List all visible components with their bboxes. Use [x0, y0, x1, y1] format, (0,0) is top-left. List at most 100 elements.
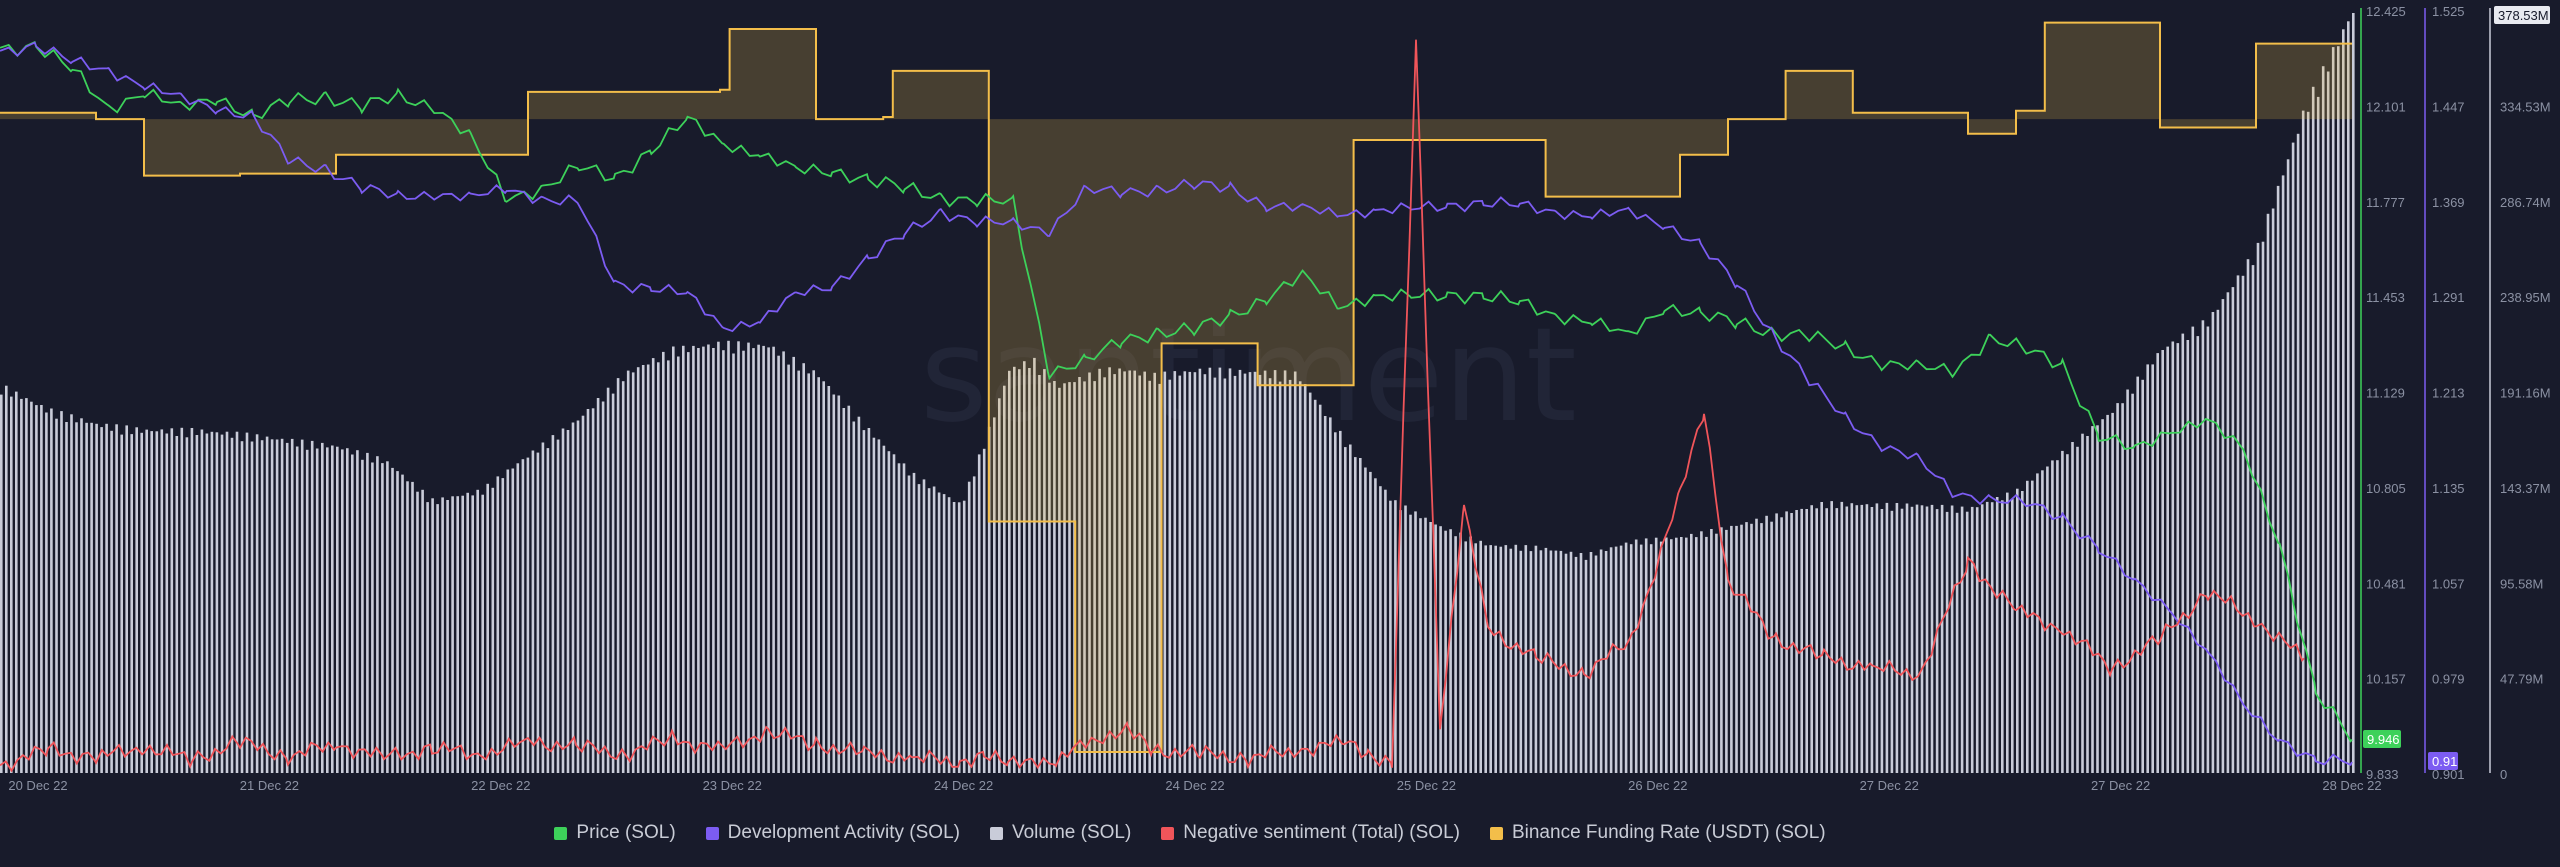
volume-bar [1880, 509, 1884, 773]
volume-bar [782, 351, 785, 773]
legend-item-volume[interactable]: Volume (SOL) [989, 822, 1131, 844]
volume-bar [1138, 375, 1141, 773]
volume-bar [2206, 326, 2210, 773]
legend-label-dev: Development Activity (SOL) [727, 822, 960, 843]
volume-bar [1840, 501, 1844, 773]
volume-bar [777, 355, 780, 773]
volume-bar [1459, 532, 1462, 773]
volume-bar [2337, 46, 2340, 773]
volume-bar [441, 497, 444, 773]
volume-bar [0, 394, 3, 773]
volume-bar [401, 474, 404, 773]
volume-bar [1775, 513, 1778, 773]
volume-bar [2116, 403, 2119, 773]
volume-bar [1619, 545, 1623, 773]
volume-bar [937, 492, 941, 773]
volume-bar [1569, 551, 1573, 773]
volume-bar [692, 345, 695, 773]
volume-bar [1098, 368, 1101, 773]
volume-bar [1554, 550, 1558, 773]
volume-bar [1208, 367, 1212, 773]
volume-bar [1494, 545, 1497, 773]
volume-bar [576, 420, 580, 773]
legend-item-neg[interactable]: Negative sentiment (Total) (SOL) [1161, 822, 1460, 844]
volume-bar [812, 370, 815, 773]
volume-bar [2161, 350, 2164, 773]
volume-bar [2036, 473, 2039, 773]
volume-bar [1860, 504, 1864, 773]
volume-bar [1128, 370, 1131, 773]
volume-bar [977, 454, 981, 773]
volume-bar [1855, 505, 1859, 773]
volume-bar [431, 498, 434, 773]
volume-bar [1148, 380, 1151, 773]
volume-bar [115, 424, 118, 773]
volume-bar [1990, 502, 1994, 773]
volume-axis-tick: 191.16M [2500, 386, 2551, 401]
x-axis-tick: 28 Dec 22 [2322, 778, 2381, 793]
x-axis-tick: 20 Dec 22 [8, 778, 67, 793]
volume-bar [2181, 333, 2185, 773]
volume-bar [1499, 546, 1503, 773]
volume-bar [406, 481, 409, 773]
volume-bar [2026, 480, 2029, 773]
volume-bar [957, 502, 961, 773]
volume-bar [2136, 376, 2139, 773]
volume-bar [25, 398, 28, 773]
legend-item-funding[interactable]: Binance Funding Rate (USDT) (SOL) [1489, 822, 1826, 844]
volume-bar [1890, 510, 1894, 773]
volume-bar [1665, 537, 1668, 773]
price-axis-tick: 10.805 [2366, 481, 2406, 496]
volume-bar [1549, 550, 1553, 773]
volume-bar [536, 452, 540, 773]
volume-bar [130, 434, 133, 773]
volume-bar [1850, 503, 1854, 773]
volume-bar [566, 430, 570, 773]
volume-bar [717, 341, 720, 773]
volume-bar [2352, 13, 2355, 773]
volume-bar [2106, 414, 2109, 773]
volume-bar [757, 344, 760, 773]
axes: 12.425 12.101 11.777 11.453 11.129 10.805 10.4… [8, 4, 2550, 793]
volume-bar [2111, 412, 2114, 773]
legend-item-price[interactable]: Price (SOL) [554, 822, 676, 844]
volume-bar [1344, 447, 1347, 773]
legend-item-dev[interactable]: Development Activity (SOL) [705, 822, 960, 844]
volume-bar [942, 494, 946, 773]
volume-bar [285, 442, 289, 773]
volume-bar [2121, 403, 2124, 773]
volume-bar [511, 468, 515, 773]
legend-swatch-funding [1489, 826, 1503, 840]
volume-bar [60, 411, 63, 773]
volume-bar [2296, 133, 2300, 774]
volume-bar [140, 432, 143, 773]
volume-bar [551, 435, 555, 773]
volume-bar [867, 428, 871, 773]
volume-bar [45, 412, 48, 773]
volume-bar [1975, 507, 1979, 773]
volume-bar [2171, 341, 2175, 773]
volume-bar [1003, 385, 1006, 773]
volume-bar [210, 431, 214, 773]
volume-bar [662, 351, 665, 773]
volume-bar [2311, 86, 2315, 774]
volume-bar [546, 448, 550, 773]
volume-bar [356, 450, 359, 773]
volume-bar [471, 495, 474, 773]
volume-bar [1544, 547, 1548, 773]
volume-bar [1028, 368, 1031, 773]
volume-bar [1058, 387, 1061, 773]
volume-bar [2016, 488, 2019, 773]
volume-bar [646, 364, 650, 773]
volume-bar [667, 360, 670, 773]
volume-bar [947, 497, 951, 773]
volume-bar [1308, 392, 1312, 773]
volume-bar [205, 433, 209, 773]
volume-bar [1629, 544, 1633, 773]
volume-bar [1038, 375, 1041, 773]
price-series [0, 40, 2353, 743]
volume-bar [1354, 457, 1357, 773]
volume-bar [2211, 312, 2215, 773]
volume-bar [2131, 393, 2134, 773]
volume-axis-tick: 334.53M [2500, 99, 2551, 114]
